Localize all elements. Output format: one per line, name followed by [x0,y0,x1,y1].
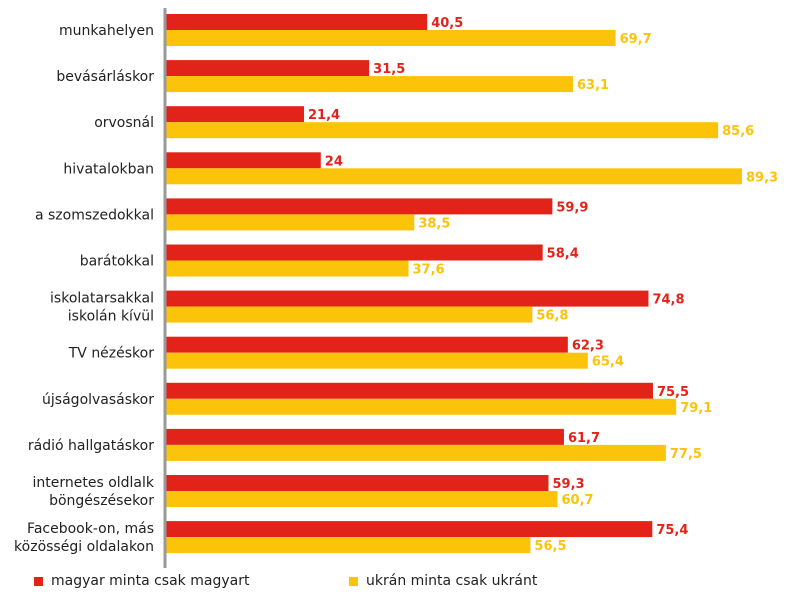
data-label: 75,4 [656,523,688,538]
legend-label-ukran: ukrán minta csak ukránt [366,573,538,589]
bar-magyar [166,152,321,169]
data-label: 58,4 [547,247,579,262]
data-label: 89,3 [746,170,778,185]
category-label: TV nézéskor [68,346,154,362]
data-label: 69,7 [620,32,652,47]
bar-magyar [166,244,543,261]
data-label: 63,1 [577,78,609,93]
category-label: közösségi oldalakon [14,539,154,555]
bar-magyar [166,428,564,445]
category-label: barátokkal [80,254,154,270]
bar-ukran [166,398,677,415]
bar-ukran [166,76,573,93]
bar-magyar [166,475,549,491]
bar-ukran [166,352,588,369]
category-label: a szomszedokkal [35,207,154,223]
legend: magyar minta csak magyart ukrán minta cs… [0,573,812,593]
data-label: 61,7 [568,431,600,446]
category-label: bevásárláskor [56,69,154,85]
data-label: 74,8 [652,293,684,308]
data-label: 21,4 [308,108,340,123]
bar-magyar [166,198,553,215]
data-label: 60,7 [562,493,594,508]
data-label: 40,5 [431,16,463,31]
data-label: 59,9 [556,200,588,215]
data-label: 59,3 [552,477,584,492]
legend-label-magyar: magyar minta csak magyart [51,573,250,589]
data-label: 31,5 [373,62,405,77]
data-label: 65,4 [592,355,624,370]
category-label: Facebook-on, más [27,521,154,537]
bar-ukran [166,122,719,139]
bar-magyar [166,382,653,399]
category-label: iskolatarsakkal [50,291,154,307]
bar-ukran [166,491,558,507]
bar-magyar [166,14,428,30]
data-label: 24 [325,154,343,169]
bar-ukran [166,30,616,46]
category-label: iskolán kívül [68,309,154,325]
category-label: böngészésekor [49,493,154,509]
bar-ukran [166,537,531,554]
data-label: 38,5 [418,216,450,231]
category-label: orvosnál [94,115,154,131]
bar-ukran [166,168,742,185]
data-label: 77,5 [670,447,702,462]
category-label: munkahelyen [59,23,154,39]
bar-magyar [166,521,653,538]
data-label: 79,1 [680,401,712,416]
data-label: 75,5 [657,385,689,400]
category-label: újságolvasáskor [42,392,154,408]
bar-magyar [166,60,370,77]
category-label: rádió hallgatáskor [28,438,154,454]
bar-magyar [166,106,305,123]
legend-item-magyar: magyar minta csak magyart [34,573,249,589]
data-label: 62,3 [572,339,604,354]
bar-ukran [166,214,415,231]
legend-item-ukran: ukrán minta csak ukránt [349,573,537,589]
bar-ukran [166,306,533,323]
category-label: internetes oldlalk [32,475,154,491]
data-label: 37,6 [413,263,445,278]
bar-ukran [166,444,666,461]
data-label: 85,6 [722,124,754,139]
bar-magyar [166,336,568,353]
data-label: 56,5 [534,539,566,554]
category-label: hivatalokban [63,161,154,177]
bar-ukran [166,260,409,277]
legend-swatch-ukran [349,576,358,586]
legend-swatch-magyar [34,576,43,586]
data-label: 56,8 [536,309,568,324]
bar-magyar [166,290,649,307]
bar-chart: 40,5 69,7 munkahelyen 31,5 63,1 bevásárláskor… [14,8,778,568]
